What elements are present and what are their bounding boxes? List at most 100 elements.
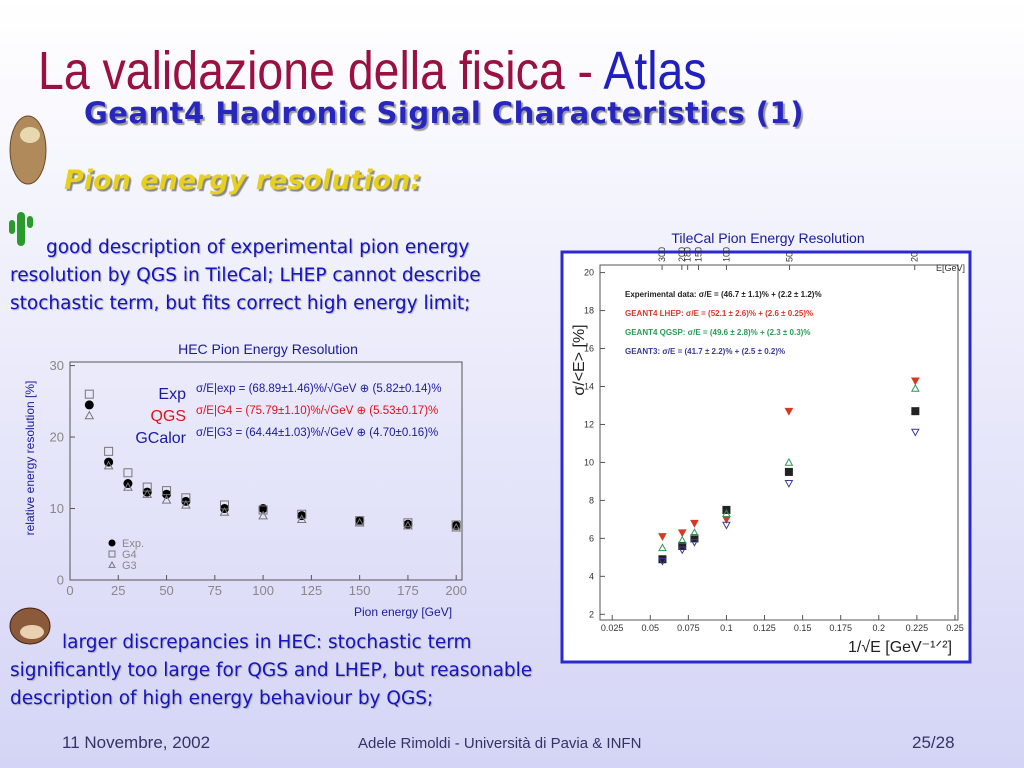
plot-area [599, 264, 959, 621]
point [678, 541, 687, 550]
point [677, 546, 687, 555]
legend-entry: GEANT3: σ/E = (41.7 ± 2.2)% + (2.5 ± 0.2… [625, 347, 785, 356]
x-tick-label: 0.175 [829, 623, 852, 633]
y-tick-label: 18 [584, 306, 594, 316]
x-tick-label: 0.2 [873, 623, 886, 633]
legend-entry: GEANT4 QGSP: σ/E = (49.6 ± 2.8)% + (2.3 … [625, 328, 810, 337]
point [123, 482, 133, 491]
x-tick-label: 125 [301, 583, 323, 598]
x-axis-label: Pion energy [GeV] [354, 605, 452, 619]
cactus-icon [9, 212, 33, 246]
point [677, 529, 687, 538]
x-tick-label: 0 [66, 583, 73, 598]
point [658, 533, 667, 542]
footer-page: 25/28 [912, 733, 955, 752]
point [910, 377, 920, 386]
point [84, 410, 95, 420]
formula: σ/E|exp = (68.89±1.46)%/√GeV ⊕ (5.82±0.1… [196, 382, 441, 395]
coyote-icon [9, 115, 47, 185]
point [219, 507, 230, 516]
point [354, 517, 365, 527]
legend-entry: GEANT4 LHEP: σ/E = (52.1 ± 2.6)% + (2.6 … [625, 309, 813, 318]
title-highlight: Atlas [603, 41, 707, 101]
point [181, 499, 191, 509]
point [84, 389, 94, 399]
point [451, 522, 462, 532]
x-tick-label: 0.1 [720, 623, 733, 633]
bullet-text: larger discrepancies in HEC: stochastic … [10, 632, 533, 709]
y-tick-label: 6 [589, 533, 594, 543]
x-tick-label: 75 [208, 583, 222, 598]
y-tick-label: 20 [50, 429, 64, 444]
y-tick-label: 10 [50, 501, 64, 516]
title: La validazione della fisica - Atlas [38, 40, 707, 102]
chart-title: HEC Pion Energy Resolution [178, 341, 358, 357]
point [658, 557, 667, 566]
legend-entry: Exp. [122, 538, 144, 550]
formula: σ/E|G4 = (75.79±1.10)%/√GeV ⊕ (5.53±0.17… [196, 404, 438, 417]
point [690, 534, 699, 543]
title-text: La validazione della fisica - [38, 41, 604, 101]
point [910, 383, 920, 392]
y-tick-label: 14 [584, 381, 594, 391]
point [784, 407, 794, 416]
y-tick-label: 10 [584, 457, 594, 467]
top-tick-label: 50 [785, 252, 795, 262]
y-tick-label: 4 [589, 571, 594, 581]
top-tick-label: 150 [693, 247, 703, 262]
point [722, 509, 731, 517]
y-tick-label: 16 [584, 344, 594, 354]
section-heading: Pion energy resolution: [64, 165, 422, 196]
x-axis-label: 1/√E [GeV⁻¹ᐟ²] [848, 639, 952, 656]
formula-name: GCalor [135, 430, 186, 447]
y-tick-label: 2 [589, 609, 594, 619]
point [103, 460, 114, 470]
legend-entry: Experimental data: σ/E = (46.7 ± 1.1)% +… [625, 290, 822, 299]
y-tick-label: 20 [584, 268, 594, 278]
y-axis-label: relative energy resolution [%] [23, 381, 37, 536]
point [84, 400, 94, 410]
point [161, 494, 172, 504]
y-axis-label: σ/<E> [%] [571, 324, 588, 395]
x-tick-label: 0.25 [946, 623, 964, 633]
point [355, 516, 365, 526]
plot-area [69, 361, 463, 581]
x-tick-label: 0.05 [642, 623, 660, 633]
point [722, 521, 731, 530]
x-tick-label: 175 [397, 583, 419, 598]
point [784, 480, 794, 488]
point [677, 535, 687, 544]
point [123, 468, 133, 478]
point [108, 539, 116, 547]
formula: σ/E|G3 = (64.44±1.03)%/√GeV ⊕ (4.70±0.16… [196, 426, 438, 439]
point [258, 510, 268, 520]
point [142, 489, 153, 498]
bullet-text: good description of experimental pion en… [10, 237, 481, 314]
x-tick-label: 0.075 [677, 623, 700, 633]
point [296, 514, 307, 523]
top-tick-label: 180 [683, 247, 693, 262]
point [690, 538, 699, 547]
top-tick-label: 200 [677, 247, 687, 262]
point [108, 550, 116, 558]
x-tick-label: 0.025 [601, 623, 624, 633]
x-tick-label: 200 [445, 583, 467, 598]
x-tick-label: 25 [111, 583, 125, 598]
point [451, 520, 461, 530]
point [690, 528, 699, 536]
chart-title: TileCal Pion Energy Resolution [671, 230, 864, 246]
point [297, 509, 307, 519]
point [784, 457, 794, 466]
y-tick-label: 0 [57, 572, 64, 587]
y-tick-label: 30 [50, 358, 64, 373]
taz-icon [9, 607, 51, 645]
formula-name: QGS [150, 408, 186, 425]
top-tick-label: 300 [657, 247, 667, 262]
legend-entry: G4 [122, 549, 137, 561]
y-tick-label: 12 [584, 419, 594, 429]
point [104, 446, 114, 456]
point [108, 560, 116, 568]
x-tick-label: 150 [349, 583, 371, 598]
